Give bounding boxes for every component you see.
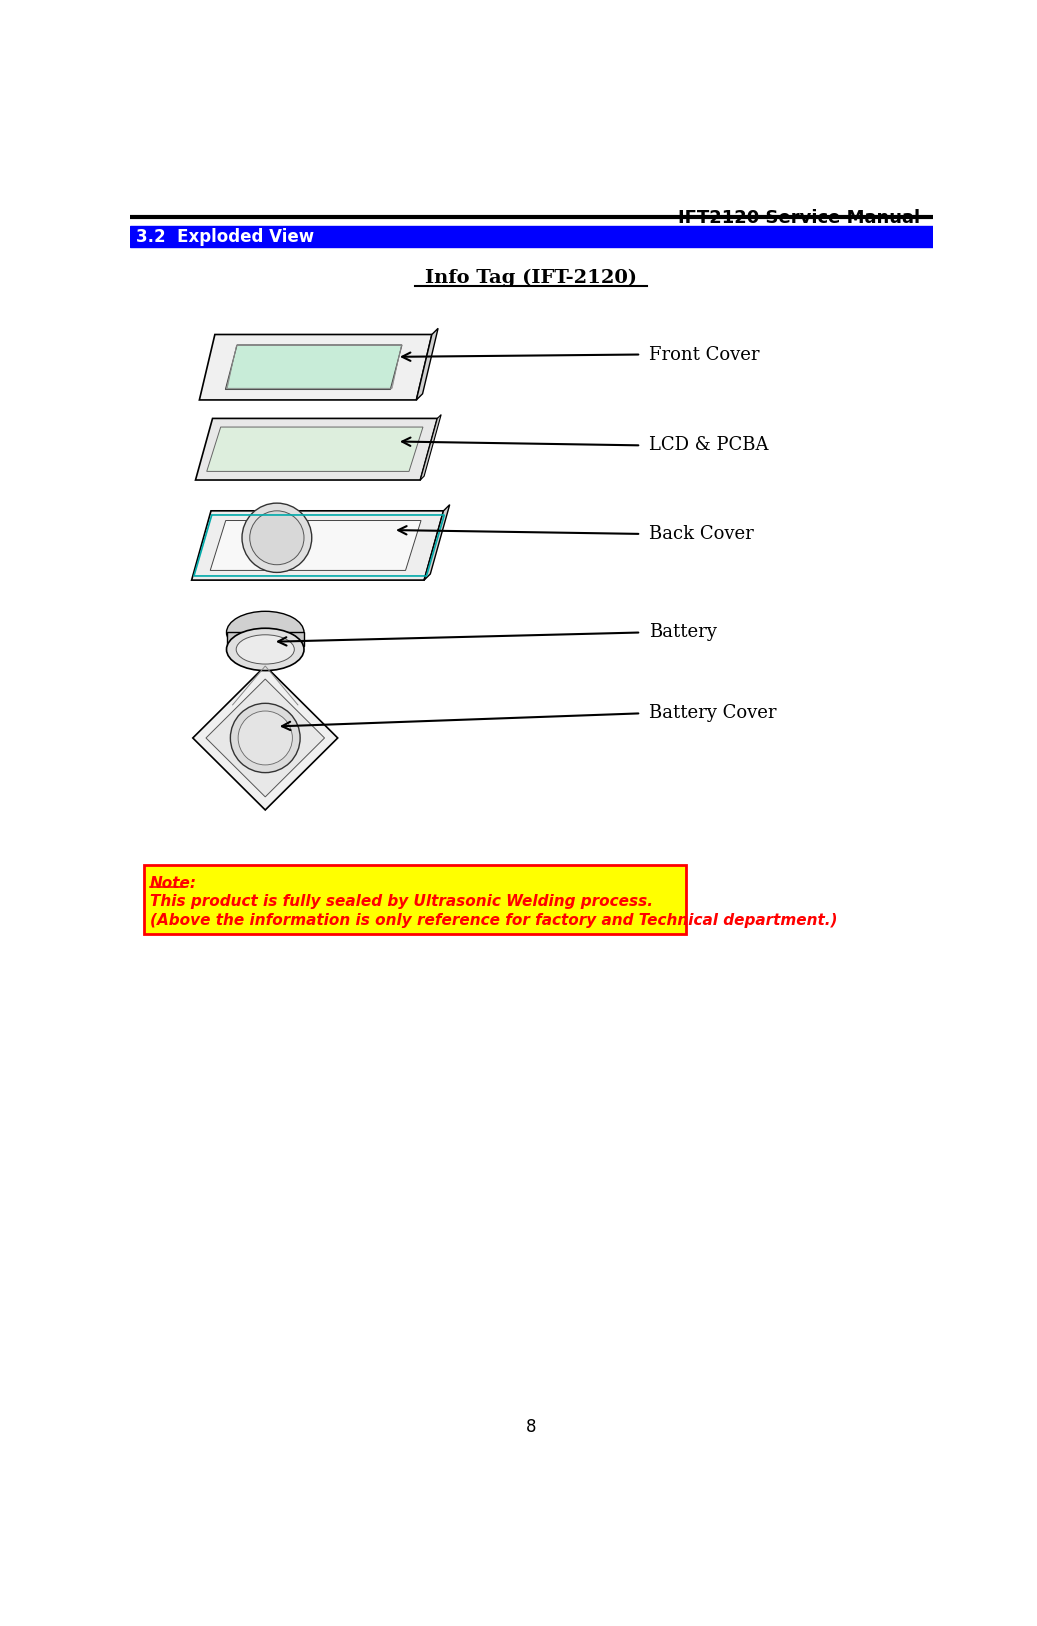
Text: Info Tag (IFT-2120): Info Tag (IFT-2120)	[425, 268, 637, 286]
Ellipse shape	[226, 628, 304, 670]
Polygon shape	[206, 428, 423, 472]
Bar	[130, 226, 933, 247]
Polygon shape	[192, 511, 444, 580]
Polygon shape	[226, 633, 304, 646]
Circle shape	[230, 704, 300, 772]
Text: 3.2  Exploded View: 3.2 Exploded View	[136, 228, 314, 246]
Circle shape	[242, 502, 312, 572]
Polygon shape	[424, 504, 450, 580]
Text: Back Cover: Back Cover	[649, 525, 754, 543]
Polygon shape	[206, 680, 325, 797]
Text: LCD & PCBA: LCD & PCBA	[649, 436, 768, 454]
Ellipse shape	[236, 634, 295, 663]
Text: Battery Cover: Battery Cover	[649, 704, 777, 722]
Ellipse shape	[226, 611, 304, 654]
Text: Note:: Note:	[149, 876, 197, 891]
Polygon shape	[211, 520, 421, 571]
Polygon shape	[420, 415, 441, 480]
Text: (Above the information is only reference for factory and Technical department.): (Above the information is only reference…	[149, 912, 837, 928]
Polygon shape	[199, 335, 431, 400]
Circle shape	[250, 511, 304, 564]
Text: 8: 8	[526, 1418, 536, 1436]
Text: IFT2120 Service Manual: IFT2120 Service Manual	[678, 210, 920, 228]
Polygon shape	[417, 328, 438, 400]
Polygon shape	[225, 345, 402, 390]
Text: This product is fully sealed by Ultrasonic Welding process.: This product is fully sealed by Ultrason…	[149, 894, 652, 909]
Polygon shape	[196, 418, 438, 480]
FancyBboxPatch shape	[143, 865, 686, 935]
Text: Front Cover: Front Cover	[649, 345, 759, 364]
Circle shape	[239, 711, 292, 764]
Polygon shape	[193, 667, 338, 810]
Text: Battery: Battery	[649, 623, 717, 642]
